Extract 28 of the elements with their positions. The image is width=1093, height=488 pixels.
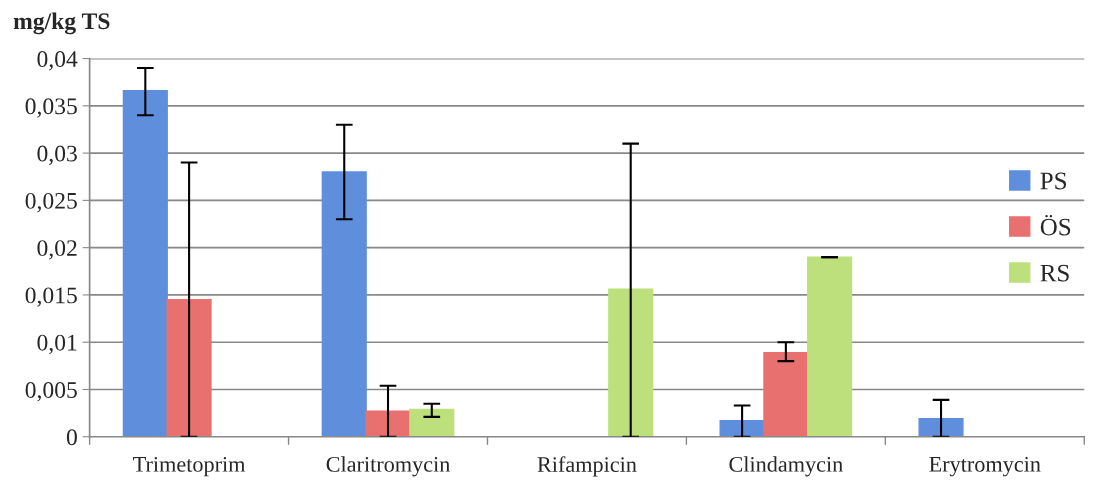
- bar: [807, 256, 853, 437]
- x-tick-label: Clindamycin: [729, 456, 843, 477]
- bar: [918, 418, 964, 437]
- y-tick-label: 0,025: [25, 192, 77, 213]
- bar: [321, 171, 367, 437]
- y-tick-label: 0,03: [37, 145, 77, 165]
- y-tick-label: 0: [66, 429, 77, 446]
- legend-label: ÖS: [1040, 214, 1071, 236]
- bar: [763, 351, 809, 437]
- y-tick-label: 0,01: [37, 334, 77, 355]
- x-tick-label: Erytromycin: [929, 456, 1041, 477]
- bar: [166, 298, 212, 437]
- y-tick-label: 0,015: [25, 287, 77, 307]
- bar: [409, 408, 455, 437]
- y-tick-label: 0,035: [25, 98, 77, 118]
- x-tick-label: Claritromycin: [326, 456, 451, 477]
- x-tick-label: Rifampicin: [537, 456, 637, 477]
- y-tick-label: 0,005: [25, 381, 77, 402]
- legend-label: PS: [1040, 172, 1066, 190]
- bar: [365, 410, 411, 437]
- y-tick-label: 0,02: [37, 240, 77, 260]
- x-tick-label: Trimetoprim: [133, 456, 246, 477]
- bar: [122, 90, 168, 437]
- bar: [608, 288, 654, 437]
- y-axis-title: mg/kg TS: [13, 12, 110, 35]
- bar: [719, 419, 765, 437]
- legend-label: RS: [1040, 264, 1069, 282]
- y-tick-label: 0,04: [37, 51, 78, 71]
